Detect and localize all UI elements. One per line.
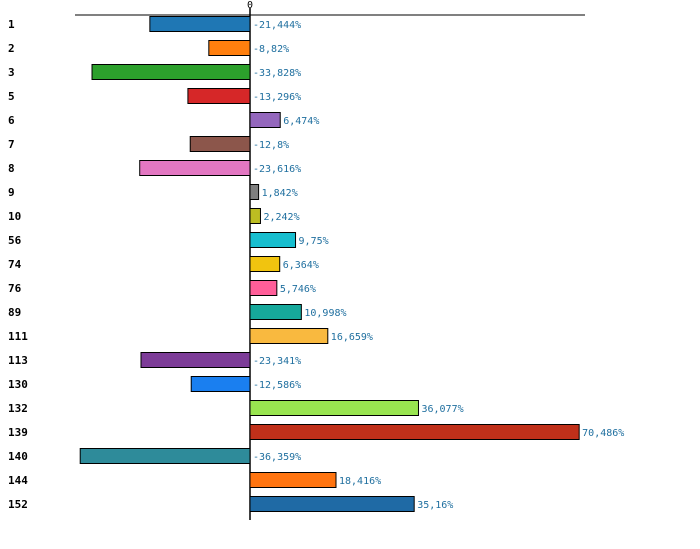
bar-6 bbox=[249, 112, 281, 128]
value-label-113: -23,341% bbox=[253, 356, 301, 367]
category-label-139: 139 bbox=[8, 426, 28, 439]
value-label-56: 9,75% bbox=[299, 236, 329, 247]
value-label-8: -23,616% bbox=[253, 164, 301, 175]
category-label-56: 56 bbox=[8, 234, 22, 247]
category-labels-group: 1235678910567476891111131301321391401441… bbox=[8, 18, 28, 511]
value-label-74: 6,364% bbox=[283, 260, 319, 271]
value-label-2: -8,82% bbox=[253, 44, 289, 55]
category-label-144: 144 bbox=[8, 474, 28, 487]
bar-74 bbox=[249, 256, 281, 272]
bar-111 bbox=[249, 328, 329, 344]
bar-7 bbox=[189, 136, 251, 152]
value-label-130: -12,586% bbox=[253, 380, 301, 391]
value-label-3: -33,828% bbox=[253, 68, 301, 79]
bar-3 bbox=[91, 64, 251, 80]
category-label-111: 111 bbox=[8, 330, 28, 343]
category-label-113: 113 bbox=[8, 354, 28, 367]
bar-9 bbox=[249, 184, 260, 200]
bar-113 bbox=[140, 352, 251, 368]
bar-140 bbox=[79, 448, 251, 464]
value-label-7: -12,8% bbox=[253, 140, 289, 151]
bar-139 bbox=[249, 424, 580, 440]
bar-152 bbox=[249, 496, 415, 512]
value-label-1: -21,444% bbox=[253, 20, 301, 31]
bar-2 bbox=[208, 40, 251, 56]
bar-5 bbox=[187, 88, 251, 104]
value-label-76: 5,746% bbox=[280, 284, 316, 295]
value-label-9: 1,842% bbox=[262, 188, 298, 199]
value-labels-group: -21,444% -8,82% -33,828% -13,296% 6,474% -12,… bbox=[253, 20, 624, 511]
value-label-111: 16,659% bbox=[331, 332, 373, 343]
category-label-132: 132 bbox=[8, 402, 28, 415]
bar-56 bbox=[249, 232, 297, 248]
category-label-74: 74 bbox=[8, 258, 22, 271]
value-label-89: 10,998% bbox=[304, 308, 346, 319]
category-label-152: 152 bbox=[8, 498, 28, 511]
value-label-10: 2,242% bbox=[263, 212, 299, 223]
value-label-6: 6,474% bbox=[283, 116, 319, 127]
bar-144 bbox=[249, 472, 337, 488]
category-label-9: 9 bbox=[8, 186, 15, 199]
category-label-1: 1 bbox=[8, 18, 15, 31]
category-label-10: 10 bbox=[8, 210, 21, 223]
category-label-7: 7 bbox=[8, 138, 15, 151]
value-label-152: 35,16% bbox=[417, 500, 453, 511]
bar-132 bbox=[249, 400, 419, 416]
category-label-76: 76 bbox=[8, 282, 22, 295]
category-label-5: 5 bbox=[8, 90, 15, 103]
value-label-144: 18,416% bbox=[339, 476, 381, 487]
category-label-89: 89 bbox=[8, 306, 21, 319]
category-label-130: 130 bbox=[8, 378, 28, 391]
bar-76 bbox=[249, 280, 278, 296]
bar-1 bbox=[149, 16, 251, 32]
category-label-6: 6 bbox=[8, 114, 15, 127]
value-label-132: 36,077% bbox=[421, 404, 463, 415]
category-label-140: 140 bbox=[8, 450, 28, 463]
category-label-3: 3 bbox=[8, 66, 15, 79]
value-label-139: 70,486% bbox=[582, 428, 624, 439]
bar-89 bbox=[249, 304, 302, 320]
bars-group bbox=[79, 16, 580, 512]
zero-tick-label: 0 bbox=[247, 0, 253, 11]
value-label-140: -36,359% bbox=[253, 452, 301, 463]
bar-8 bbox=[139, 160, 251, 176]
value-label-5: -13,296% bbox=[253, 92, 301, 103]
category-label-8: 8 bbox=[8, 162, 15, 175]
bar-130 bbox=[190, 376, 251, 392]
bar-10 bbox=[249, 208, 261, 224]
category-label-2: 2 bbox=[8, 42, 15, 55]
